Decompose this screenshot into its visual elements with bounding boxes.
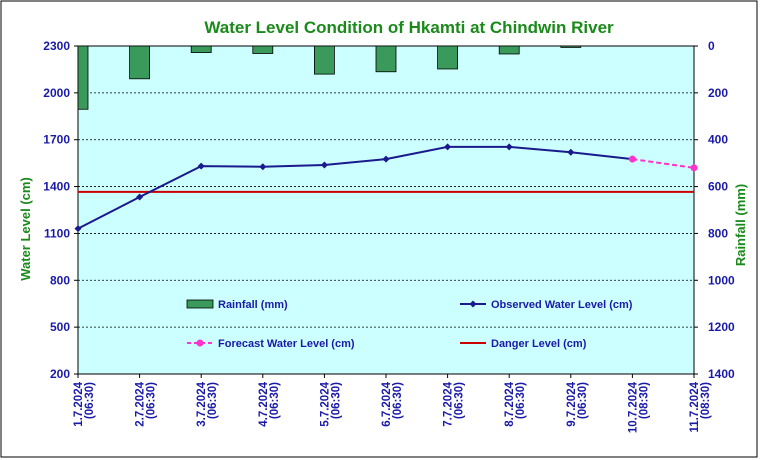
- legend-marker-forecast: [196, 339, 204, 347]
- x-tick-time: (08:30): [700, 382, 712, 419]
- y2-tick-label: 1400: [708, 367, 735, 381]
- series-lines: [74, 143, 698, 233]
- axes: 200 500 800 1100 1400 1700 2000 2300 0 200 400 600 8…: [43, 39, 735, 433]
- chart-title: Water Level Condition of Hkamti at Chind…: [204, 18, 614, 37]
- y-tick-label: 1400: [43, 180, 70, 194]
- observed-point: [320, 161, 328, 169]
- x-tick-time: (06:30): [392, 382, 404, 419]
- x-tick-label: 5.7.2024(06:30): [319, 381, 342, 426]
- plot-area: [77, 45, 695, 375]
- rainfall-bar: [498, 45, 520, 55]
- x-tick-date: 7.7.2024: [443, 381, 455, 426]
- rainfall-bar: [375, 45, 397, 73]
- x-tick-time: (06:30): [515, 382, 527, 419]
- y-tick-label: 800: [50, 273, 70, 287]
- y-axis-label: Water Level (cm): [18, 177, 33, 281]
- legend: Rainfall (mm) Observed Water Level (cm) Fo…: [186, 299, 633, 350]
- x-tick-date: 2.7.2024: [135, 381, 147, 426]
- observed-point: [74, 225, 82, 233]
- legend-swatch-rainfall: [186, 299, 214, 309]
- forecast-point: [690, 164, 698, 172]
- y2-tick-label: 600: [708, 180, 728, 194]
- x-tick-label: 6.7.2024(06:30): [381, 381, 404, 426]
- y-tick-label: 2300: [43, 39, 70, 53]
- rainfall-bars: [77, 45, 582, 110]
- observed-point: [197, 162, 205, 170]
- x-tick-date: 11.7.2024: [689, 381, 701, 432]
- x-tick-date: 9.7.2024: [566, 381, 578, 426]
- rainfall-bar: [129, 45, 151, 80]
- x-tick-label: 1.7.2024(06:30): [73, 381, 96, 426]
- x-tick-date: 1.7.2024: [73, 381, 85, 426]
- observed-line: [77, 145, 633, 230]
- x-tick-time: (06:30): [207, 382, 219, 419]
- y2-tick-label: 800: [708, 226, 728, 240]
- x-tick-time: (06:30): [330, 382, 342, 419]
- x-tick-label: 11.7.2024(08:30): [689, 381, 712, 432]
- x-tick-date: 4.7.2024: [258, 381, 270, 426]
- x-tick-label: 3.7.2024(06:30): [196, 381, 219, 426]
- y-tick-label: 500: [50, 320, 70, 334]
- x-tick-time: (06:30): [146, 382, 158, 419]
- rainfall-bar: [77, 45, 89, 110]
- observed-point: [567, 148, 575, 156]
- rainfall-bar: [190, 45, 212, 53]
- x-tick-label: 8.7.2024(06:30): [504, 381, 527, 426]
- gridlines: [78, 92, 694, 328]
- y-tick-label: 1700: [43, 133, 70, 147]
- x-tick-label: 9.7.2024(06:30): [566, 381, 589, 426]
- legend-label: Rainfall (mm): [218, 299, 288, 311]
- legend-label: Danger Level (cm): [491, 338, 587, 350]
- y2-tick-label: 400: [708, 133, 728, 147]
- y2-tick-label: 1000: [708, 273, 735, 287]
- y2-axis-label: Rainfall (mm): [733, 184, 748, 266]
- observed-point: [505, 143, 513, 151]
- x-tick-time: (06:30): [269, 382, 281, 419]
- x-tick-date: 6.7.2024: [381, 381, 393, 426]
- legend-marker-observed: [469, 300, 477, 308]
- x-tick-date: 8.7.2024: [504, 381, 516, 426]
- rainfall-bar: [437, 45, 459, 70]
- x-tick-time: (06:30): [454, 382, 466, 419]
- x-tick-date: 3.7.2024: [196, 381, 208, 426]
- rainfall-bar: [560, 45, 582, 48]
- forecast-line: [632, 158, 695, 169]
- y-tick-label: 200: [50, 367, 70, 381]
- x-tick-time: (06:30): [577, 382, 589, 419]
- x-tick-date: 10.7.2024: [627, 381, 639, 433]
- y2-tick-label: 1200: [708, 320, 735, 334]
- observed-point: [259, 163, 267, 171]
- x-tick-label: 7.7.2024(06:30): [443, 381, 466, 426]
- x-tick-label: 2.7.2024(06:30): [135, 381, 158, 426]
- legend-label: Observed Water Level (cm): [491, 299, 633, 311]
- y2-tick-label: 0: [708, 39, 715, 53]
- y-tick-label: 1100: [44, 226, 70, 240]
- observed-point: [444, 143, 452, 151]
- rainfall-bar: [313, 45, 335, 75]
- x-tick-time: (06:30): [84, 382, 96, 419]
- forecast-point: [628, 155, 636, 163]
- observed-point: [136, 193, 144, 201]
- rainfall-bar: [252, 45, 274, 54]
- y2-tick-label: 200: [708, 86, 728, 100]
- x-tick-label: 4.7.2024(06:30): [258, 381, 281, 426]
- x-tick-date: 5.7.2024: [319, 381, 331, 426]
- legend-label: Forecast Water Level (cm): [218, 338, 355, 350]
- x-tick-time: (08:30): [638, 382, 650, 419]
- y-tick-label: 2000: [43, 86, 70, 100]
- x-tick-label: 10.7.2024(08:30): [627, 381, 650, 433]
- observed-point: [382, 155, 390, 163]
